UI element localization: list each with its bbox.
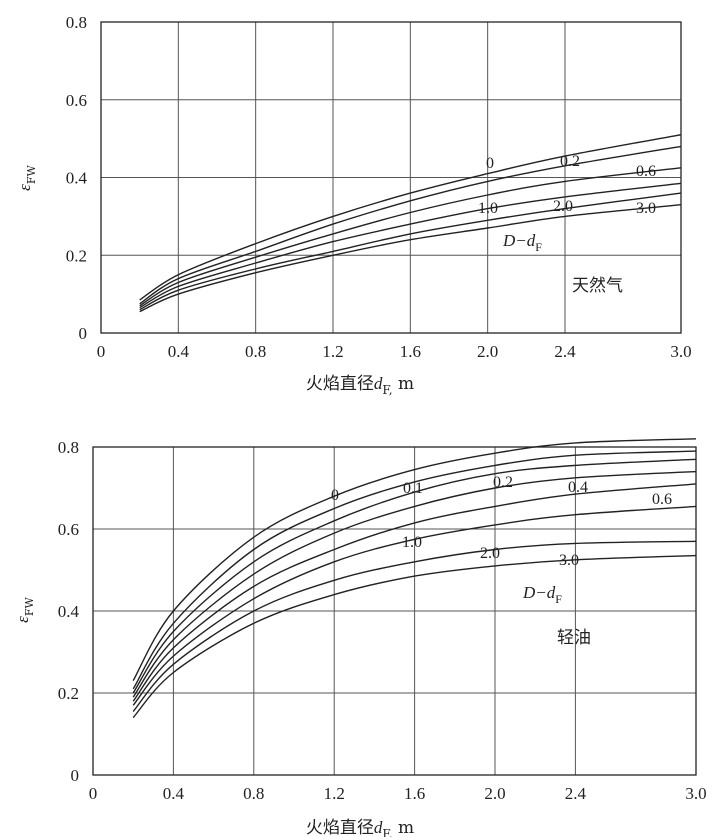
parameter-label-sub: F bbox=[535, 240, 542, 254]
y-tick-label: 0 bbox=[79, 324, 88, 343]
series-label: 3.0 bbox=[559, 552, 579, 569]
y-tick-label: 0.6 bbox=[66, 91, 87, 110]
series-label: 2.0 bbox=[553, 198, 573, 215]
x-tick-label: 0.4 bbox=[168, 342, 190, 361]
y-axis-title: εFW bbox=[13, 596, 36, 622]
x-axis-title-var: d bbox=[374, 818, 383, 837]
y-axis-title-main: ε bbox=[13, 616, 32, 623]
x-tick-label: 1.6 bbox=[400, 342, 421, 361]
x-axis-title-main: 火焰直径 bbox=[306, 818, 374, 837]
x-axis-title-sub: F, bbox=[382, 827, 392, 837]
series-line-0-2 bbox=[132, 458, 697, 694]
x-tick-label: 2.4 bbox=[565, 784, 587, 803]
series-line-3-0 bbox=[132, 554, 697, 719]
y-tick-label: 0.4 bbox=[66, 169, 88, 188]
series-label: 0.6 bbox=[636, 163, 656, 180]
y-tick-label: 0.8 bbox=[66, 13, 87, 32]
parameter-label: D−dF bbox=[522, 583, 562, 606]
x-tick-label: 3.0 bbox=[670, 342, 691, 361]
x-tick-label: 0 bbox=[97, 342, 106, 361]
series-line-1-0 bbox=[139, 182, 682, 309]
fuel-type-label: 轻油 bbox=[557, 628, 591, 648]
x-tick-label: 1.6 bbox=[404, 784, 425, 803]
parameter-label-main: D−d bbox=[502, 231, 536, 250]
series-label: 0.1 bbox=[403, 480, 423, 497]
series-label: 0.2 bbox=[493, 474, 513, 491]
series-label: 0.4 bbox=[568, 479, 588, 496]
x-axis-title: 火焰直径dF, m bbox=[306, 818, 414, 837]
x-tick-label: 0.8 bbox=[245, 342, 266, 361]
y-tick-label: 0 bbox=[71, 766, 80, 785]
parameter-label-sub: F bbox=[555, 592, 562, 606]
x-tick-label: 0.4 bbox=[163, 784, 185, 803]
x-tick-label: 0 bbox=[89, 784, 98, 803]
series-line-2-0 bbox=[139, 192, 682, 311]
x-axis-title-main: 火焰直径 bbox=[306, 374, 374, 394]
x-axis-title-unit: m bbox=[393, 818, 415, 837]
y-tick-label: 0.4 bbox=[58, 602, 80, 621]
series-line-0-2 bbox=[139, 145, 682, 305]
x-tick-label: 1.2 bbox=[322, 342, 343, 361]
series-label: 0 bbox=[331, 487, 339, 504]
series-label: 0 bbox=[486, 155, 494, 172]
parameter-label: D−dF bbox=[502, 231, 542, 254]
y-axis-title-sub: FW bbox=[23, 596, 36, 616]
x-axis-title-var: d bbox=[374, 374, 383, 393]
x-tick-label: 3.0 bbox=[685, 784, 706, 803]
series-line-0-6 bbox=[139, 167, 682, 307]
y-tick-label: 0.2 bbox=[58, 684, 79, 703]
y-tick-label: 0.6 bbox=[58, 520, 79, 539]
series-line-2-0 bbox=[132, 540, 697, 712]
y-tick-label: 0.8 bbox=[58, 438, 79, 457]
x-tick-label: 0.8 bbox=[243, 784, 264, 803]
series-line-0 bbox=[139, 134, 682, 301]
series-line-3-0 bbox=[139, 204, 682, 313]
series-label: 1.0 bbox=[402, 534, 422, 551]
series-line-1-0 bbox=[132, 505, 697, 706]
x-tick-label: 2.0 bbox=[484, 784, 505, 803]
x-axis-title: 火焰直径dF, m bbox=[306, 374, 414, 397]
y-tick-label: 0.2 bbox=[66, 246, 87, 265]
x-axis-title-sub: F, bbox=[382, 383, 392, 397]
x-axis-title-unit: m bbox=[393, 374, 415, 394]
series-line-0-1 bbox=[132, 450, 697, 690]
x-tick-label: 2.4 bbox=[554, 342, 576, 361]
parameter-label-main: D−d bbox=[522, 583, 556, 602]
series-line-0 bbox=[132, 438, 697, 682]
x-tick-label: 2.0 bbox=[477, 342, 498, 361]
x-tick-label: 1.2 bbox=[324, 784, 345, 803]
series-line-0-6 bbox=[132, 483, 697, 702]
series-label: 2.0 bbox=[480, 545, 500, 562]
series-label: 1.0 bbox=[478, 200, 498, 217]
y-axis-title: εFW bbox=[15, 164, 38, 190]
plot-frame bbox=[92, 446, 697, 776]
series-line-0-4 bbox=[132, 470, 697, 698]
y-axis-title-sub: FW bbox=[25, 164, 38, 184]
series-label: 0.2 bbox=[560, 153, 580, 170]
chart-natural-gas: 0 0.4 0.8 1.2 1.6 2.0 2.4 3.0 0 0.2 0.4 0.6 0.8 0 0.2 0… bbox=[15, 13, 692, 397]
plot-frame bbox=[100, 21, 682, 334]
series-label: 0.6 bbox=[652, 491, 672, 508]
y-axis-title-main: ε bbox=[15, 184, 34, 191]
series-label: 3.0 bbox=[636, 200, 656, 217]
fuel-type-label: 天然气 bbox=[572, 276, 623, 296]
chart-light-oil: 0 0.4 0.8 1.2 1.6 2.0 2.4 3.0 0 0.2 0.4 0.6 0.8 0 0.1 0… bbox=[13, 438, 707, 837]
